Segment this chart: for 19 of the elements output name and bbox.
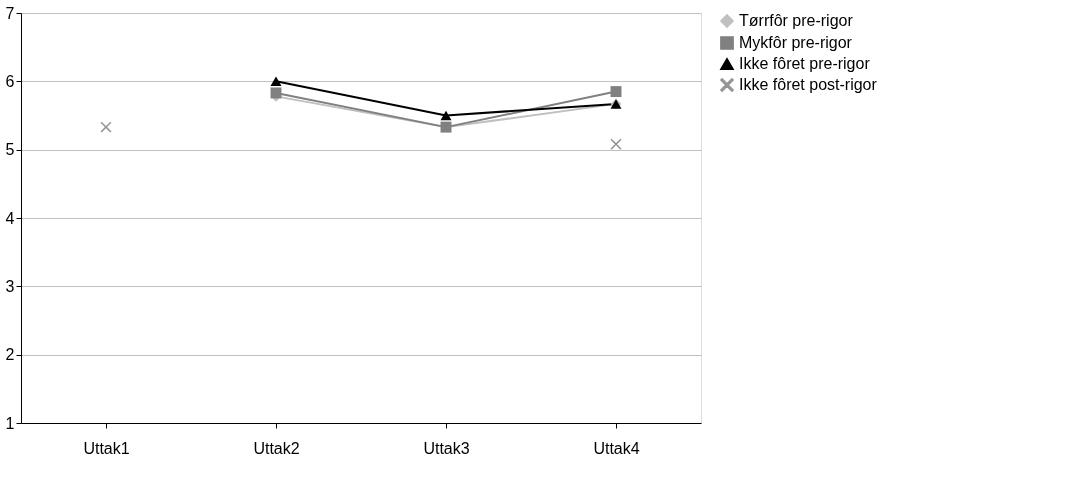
x-tick-label: Uttak1 — [83, 439, 130, 457]
y-tick-label: 2 — [5, 346, 15, 364]
point — [610, 86, 622, 98]
y-tick-label: 1 — [5, 414, 15, 432]
y-tick-label: 6 — [5, 72, 15, 90]
legend-label: Ikke fôret post-rigor — [739, 76, 878, 93]
x-tick-label: Uttak3 — [423, 439, 470, 457]
x-tick-label: Uttak4 — [593, 439, 640, 457]
x-tick-label: Uttak2 — [253, 439, 300, 457]
y-tick-label: 7 — [5, 4, 15, 22]
y-tick-label: 3 — [5, 277, 15, 295]
y-tick-label: 5 — [5, 141, 15, 159]
point — [610, 138, 622, 150]
point — [440, 110, 452, 121]
y-tick-label: 4 — [5, 209, 15, 227]
legend-label: Tørrfôr pre-rigor — [739, 12, 854, 29]
legend-label: Mykfôr pre-rigor — [739, 34, 853, 51]
point — [270, 76, 282, 87]
legend-label: Ikke fôret pre-rigor — [739, 55, 871, 72]
